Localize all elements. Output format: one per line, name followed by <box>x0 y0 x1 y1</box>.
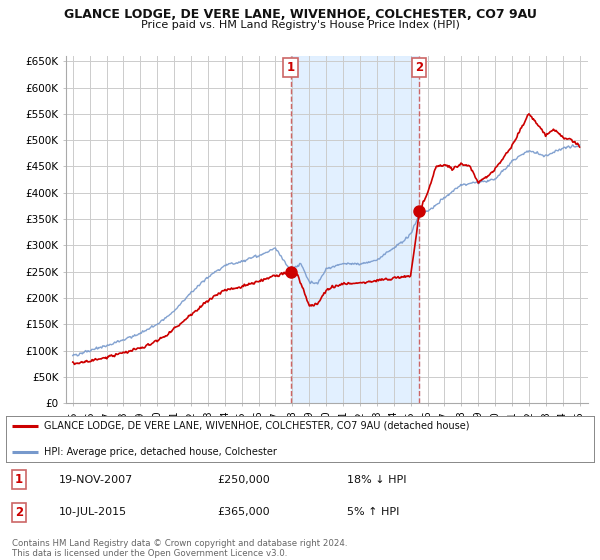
Text: £250,000: £250,000 <box>218 475 271 484</box>
Text: 1: 1 <box>15 473 23 486</box>
Text: £365,000: £365,000 <box>218 507 271 517</box>
Text: GLANCE LODGE, DE VERE LANE, WIVENHOE, COLCHESTER, CO7 9AU (detached house): GLANCE LODGE, DE VERE LANE, WIVENHOE, CO… <box>44 421 470 431</box>
Text: 5% ↑ HPI: 5% ↑ HPI <box>347 507 400 517</box>
Text: 19-NOV-2007: 19-NOV-2007 <box>59 475 133 484</box>
Text: 1: 1 <box>286 61 295 74</box>
Text: 18% ↓ HPI: 18% ↓ HPI <box>347 475 407 484</box>
Text: HPI: Average price, detached house, Colchester: HPI: Average price, detached house, Colc… <box>44 447 277 457</box>
Text: Contains HM Land Registry data © Crown copyright and database right 2024.
This d: Contains HM Land Registry data © Crown c… <box>12 539 347 558</box>
Bar <box>290 56 419 403</box>
Text: GLANCE LODGE, DE VERE LANE, WIVENHOE, COLCHESTER, CO7 9AU: GLANCE LODGE, DE VERE LANE, WIVENHOE, CO… <box>64 8 536 21</box>
Text: Price paid vs. HM Land Registry's House Price Index (HPI): Price paid vs. HM Land Registry's House … <box>140 20 460 30</box>
Text: 10-JUL-2015: 10-JUL-2015 <box>59 507 127 517</box>
Text: 2: 2 <box>15 506 23 519</box>
Text: 2: 2 <box>415 61 424 74</box>
